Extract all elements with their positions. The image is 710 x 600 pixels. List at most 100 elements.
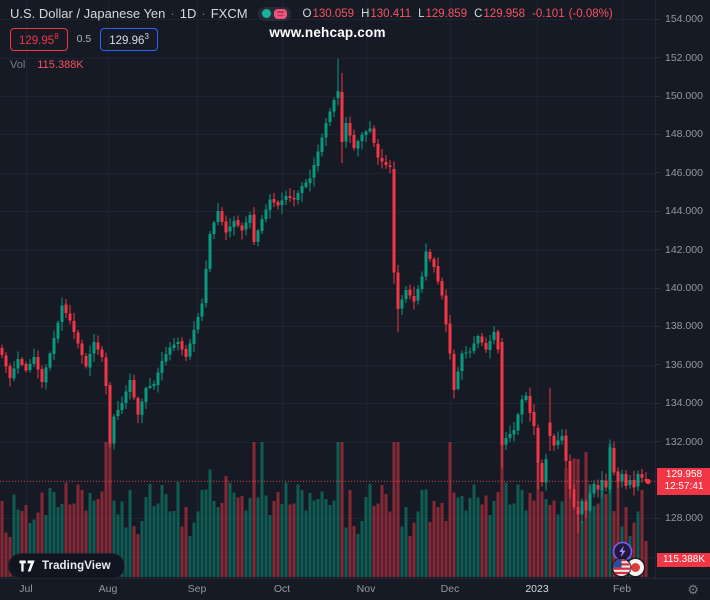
volume-bar[interactable]	[104, 442, 108, 577]
volume-bar[interactable]	[32, 519, 36, 577]
volume-bar[interactable]	[156, 503, 160, 577]
candle[interactable]	[472, 343, 476, 352]
volume-bar[interactable]	[632, 522, 636, 577]
candle[interactable]	[456, 371, 460, 389]
candle[interactable]	[156, 372, 160, 385]
volume-bar[interactable]	[396, 442, 400, 577]
candle[interactable]	[28, 363, 32, 371]
volume-bar[interactable]	[112, 500, 116, 577]
candle[interactable]	[76, 332, 80, 344]
time-axis-label[interactable]: Aug	[98, 583, 118, 595]
candle[interactable]	[88, 354, 92, 368]
volume-bar[interactable]	[372, 506, 376, 577]
candle[interactable]	[280, 200, 284, 206]
candle[interactable]	[496, 331, 500, 350]
candle[interactable]	[396, 272, 400, 310]
volume-bar[interactable]	[28, 523, 32, 577]
volume-bar[interactable]	[380, 485, 384, 577]
volume-bar[interactable]	[448, 442, 452, 577]
volume-bar[interactable]	[148, 484, 152, 577]
volume-bar[interactable]	[352, 525, 356, 577]
candle[interactable]	[104, 357, 108, 386]
candle[interactable]	[480, 336, 484, 343]
candle[interactable]	[80, 343, 84, 356]
candle[interactable]	[224, 221, 228, 233]
volume-bar[interactable]	[528, 493, 532, 577]
candle[interactable]	[64, 304, 68, 313]
candle[interactable]	[296, 192, 300, 201]
sell-bid-button[interactable]: 129.958	[10, 28, 68, 51]
symbol-name[interactable]: U.S. Dollar / Japanese Yen	[10, 6, 166, 21]
volume-bar[interactable]	[116, 514, 120, 577]
volume-bar[interactable]	[184, 507, 188, 577]
volume-bar[interactable]	[160, 485, 164, 577]
candle[interactable]	[144, 387, 148, 402]
volume-bar[interactable]	[420, 490, 424, 577]
volume-bar[interactable]	[208, 469, 212, 577]
volume-bar[interactable]	[12, 494, 16, 577]
candle[interactable]	[232, 220, 236, 228]
volume-bar[interactable]	[124, 527, 128, 577]
volume-bar[interactable]	[636, 511, 640, 577]
volume-bar[interactable]	[172, 510, 176, 577]
candle[interactable]	[308, 178, 312, 183]
candle[interactable]	[148, 385, 152, 388]
volume-bar[interactable]	[568, 489, 572, 577]
volume-bar[interactable]	[304, 510, 308, 577]
volume-bar[interactable]	[432, 500, 436, 577]
volume-bar[interactable]	[212, 500, 216, 577]
candle[interactable]	[476, 336, 480, 344]
candle[interactable]	[440, 281, 444, 296]
candle[interactable]	[84, 356, 88, 367]
candle[interactable]	[312, 165, 316, 178]
volume-bar[interactable]	[360, 520, 364, 577]
candle[interactable]	[624, 473, 628, 486]
volume-bar[interactable]	[68, 504, 72, 577]
candle[interactable]	[508, 433, 512, 439]
candle[interactable]	[364, 131, 368, 135]
candle[interactable]	[264, 209, 268, 219]
volume-bar[interactable]	[496, 491, 500, 577]
volume-bar[interactable]	[16, 509, 20, 577]
volume-bar[interactable]	[580, 520, 584, 577]
candle[interactable]	[212, 222, 216, 234]
candle[interactable]	[288, 196, 292, 198]
candle[interactable]	[340, 92, 344, 143]
volume-bar[interactable]	[524, 510, 528, 577]
tradingview-logo[interactable]: TradingView	[8, 553, 125, 579]
volume-bar[interactable]	[244, 510, 248, 577]
volume-bar[interactable]	[72, 503, 76, 577]
volume-bar[interactable]	[416, 511, 420, 577]
candle[interactable]	[372, 128, 376, 144]
volume-bar[interactable]	[0, 501, 4, 577]
candle[interactable]	[244, 222, 248, 230]
volume-bar[interactable]	[52, 492, 56, 577]
volume-bar[interactable]	[152, 506, 156, 577]
candle[interactable]	[360, 134, 364, 142]
candle[interactable]	[428, 251, 432, 260]
volume-bar[interactable]	[512, 503, 516, 577]
candle[interactable]	[368, 128, 372, 132]
candle[interactable]	[620, 474, 624, 482]
volume-bar[interactable]	[644, 541, 648, 577]
candle[interactable]	[168, 347, 172, 355]
candle[interactable]	[592, 483, 596, 494]
candle[interactable]	[528, 396, 532, 413]
candle[interactable]	[492, 332, 496, 341]
price-axis[interactable]: 154.000 152.000 150.000 148.000 146.000 144.0…	[655, 0, 710, 578]
candle[interactable]	[560, 435, 564, 441]
volume-bar[interactable]	[252, 442, 256, 577]
volume-bar[interactable]	[248, 497, 252, 577]
candle[interactable]	[32, 357, 36, 365]
volume-bar[interactable]	[340, 442, 344, 577]
volume-bar[interactable]	[548, 504, 552, 577]
candle[interactable]	[616, 471, 620, 482]
candle[interactable]	[136, 398, 140, 415]
candle[interactable]	[328, 111, 332, 123]
candle[interactable]	[188, 343, 192, 357]
buy-sell-toggle[interactable]	[257, 6, 291, 21]
candle[interactable]	[100, 349, 104, 358]
volume-bar[interactable]	[284, 482, 288, 577]
candle[interactable]	[72, 321, 76, 333]
volume-bar[interactable]	[60, 504, 64, 577]
